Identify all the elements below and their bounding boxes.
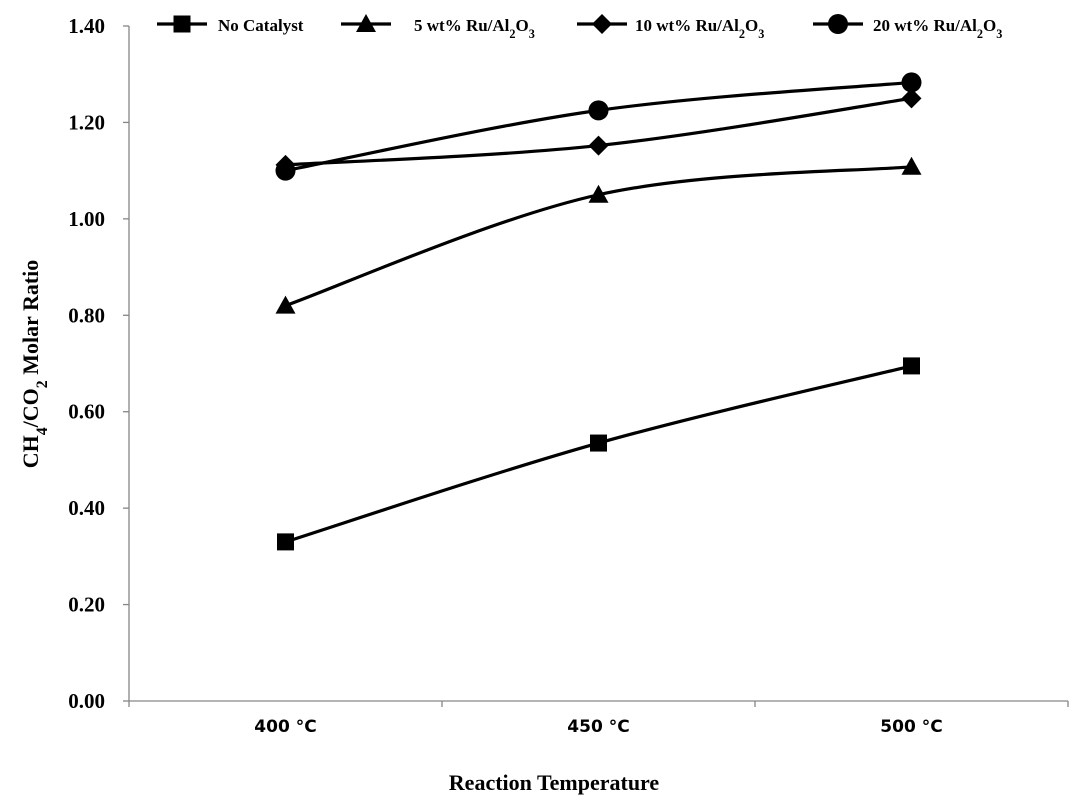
data-point-triangle (588, 184, 609, 203)
data-point-square (277, 533, 294, 551)
series-line (285, 80, 912, 173)
data-point-diamond (592, 14, 612, 34)
data-point-circle (275, 160, 296, 181)
x-tick-label: 400 °C (254, 717, 316, 737)
data-point-triangle (275, 295, 296, 314)
y-axis-title: CH4/CO2 Molar Ratio (18, 260, 51, 469)
legend-label: 10 wt% Ru/Al2O3 (635, 16, 764, 41)
series-layer (275, 72, 922, 551)
x-tick-labels: 400 °C 450 °C 500 °C (254, 717, 942, 737)
series-triangle (275, 156, 922, 314)
data-point-circle (588, 100, 609, 121)
legend-item: 5 wt% Ru/Al2O3 (341, 14, 535, 41)
legend-label: No Catalyst (218, 16, 304, 35)
legend-label: 20 wt% Ru/Al2O3 (873, 16, 1002, 41)
y-tick-labels: 0.00 0.20 0.40 0.60 0.80 1.00 1.20 1.40 (68, 14, 105, 713)
data-point-circle (828, 14, 848, 34)
axes (123, 25, 1069, 707)
data-point-diamond (588, 135, 609, 156)
y-tick-label: 0.60 (68, 400, 105, 424)
legend-item: No Catalyst (157, 15, 304, 35)
x-tick-label: 450 °C (567, 717, 629, 737)
data-point-square (590, 434, 607, 452)
y-tick-label: 0.20 (68, 593, 105, 617)
data-point-circle (901, 72, 922, 93)
series-square (277, 357, 920, 551)
data-point-square (173, 15, 191, 33)
data-point-diamond (901, 88, 922, 109)
y-tick-label: 1.00 (68, 207, 105, 231)
y-tick-label: 1.40 (68, 14, 105, 38)
legend-item: 20 wt% Ru/Al2O3 (813, 14, 1002, 41)
y-tick-label: 0.80 (68, 303, 105, 327)
legend-label: 5 wt% Ru/Al2O3 (414, 16, 535, 41)
legend: No Catalyst 5 wt% Ru/Al2O3 10 wt% Ru/Al2O3… (157, 14, 1002, 41)
legend-item: 10 wt% Ru/Al2O3 (577, 14, 764, 41)
series-line (285, 364, 912, 544)
data-point-triangle (901, 156, 922, 175)
data-point-triangle (356, 14, 376, 32)
series-circle (275, 72, 922, 181)
y-tick-label: 0.00 (68, 689, 105, 713)
x-tick-label: 500 °C (880, 717, 942, 737)
x-axis-title: Reaction Temperature (449, 770, 660, 795)
y-tick-label: 1.20 (68, 110, 105, 134)
data-point-square (903, 357, 920, 375)
y-tick-label: 0.40 (68, 496, 105, 520)
